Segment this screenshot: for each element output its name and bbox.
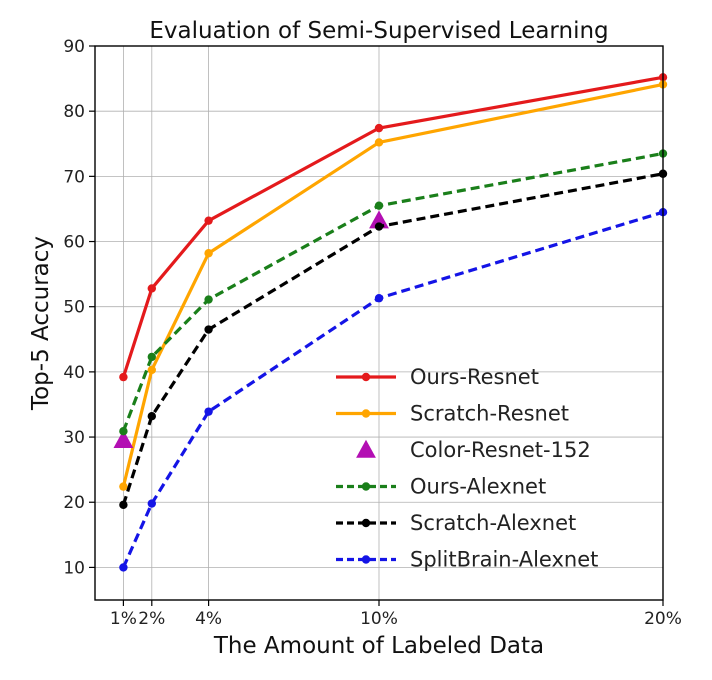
data-point [147,284,156,293]
series-splitbrain-alexnet [119,208,668,572]
legend-swatch-marker [361,482,371,491]
legend-label: Ours-Alexnet [410,475,546,499]
data-point [147,499,156,508]
series-ours-alexnet [119,149,668,436]
data-point [374,123,384,133]
y-tick-label: 50 [63,298,85,318]
series-scratch-resnet [119,80,668,491]
chart-title: Evaluation of Semi-Supervised Learning [149,18,608,44]
series-line [121,210,664,569]
series-layer [113,73,668,572]
series-color-resnet-152 [113,210,389,449]
legend-label: Ours-Resnet [410,365,539,389]
legend-entry: Scratch-Resnet [336,402,569,426]
data-point [204,216,213,225]
y-tick-label: 70 [63,167,85,187]
data-point [119,482,128,491]
data-point [147,412,156,421]
y-tick-label: 60 [63,233,85,253]
x-axis-title: The Amount of Labeled Data [213,633,544,659]
data-point [119,500,128,510]
y-tick-label: 10 [63,558,85,578]
data-point [204,325,213,334]
data-point [374,222,384,231]
y-axis-title: Top-5 Accuracy [28,236,54,411]
data-point-triangle [113,430,134,449]
data-point [147,352,156,362]
legend-swatch-triangle [356,439,376,458]
data-point [119,426,128,436]
y-tick-label: 90 [63,37,85,57]
legend-label: Color-Resnet-152 [410,438,591,462]
legend-label: Scratch-Resnet [410,402,569,426]
legend-swatch-marker [361,518,371,528]
data-point [374,294,384,303]
series-ours-resnet [119,73,668,382]
x-tick-label: 4% [195,609,222,629]
legend-swatch-marker [361,555,371,564]
x-tick-label: 2% [138,609,165,629]
data-point-triangle [369,210,389,229]
x-tick-label: 1% [110,609,137,629]
legend-entry: Ours-Alexnet [336,475,546,499]
data-point [204,407,213,416]
data-point [374,138,384,147]
series-scratch-alexnet [119,169,668,510]
axes: 1% 2% 4% 10% 20% 10 20 30 40 50 60 70 80 90 [63,37,682,629]
x-tick-label: 20% [644,609,682,629]
series-line [121,75,664,378]
x-tick-label: 10% [360,609,398,629]
series-line [121,82,664,487]
legend-label: Scratch-Alexnet [410,511,576,535]
data-point [204,295,213,304]
y-tick-label: 40 [63,363,85,383]
data-point [204,249,213,258]
legend-entry: Scratch-Alexnet [336,511,576,535]
legend-entry: SplitBrain-Alexnet [336,548,598,572]
legend-entry: Color-Resnet-152 [356,438,591,462]
data-point [374,201,384,210]
y-tick-label: 20 [63,493,85,513]
legend-swatch-marker [361,409,371,418]
legend: Ours-Resnet Scratch-Resnet Color-Resnet-15… [336,365,598,572]
legend-label: SplitBrain-Alexnet [410,548,598,572]
y-tick-label: 80 [63,102,85,122]
data-point [147,365,156,375]
legend-swatch-marker [361,372,371,382]
y-tick-label: 30 [63,428,85,448]
data-point [119,563,128,572]
legend-entry: Ours-Resnet [336,365,539,389]
data-point [119,372,128,382]
